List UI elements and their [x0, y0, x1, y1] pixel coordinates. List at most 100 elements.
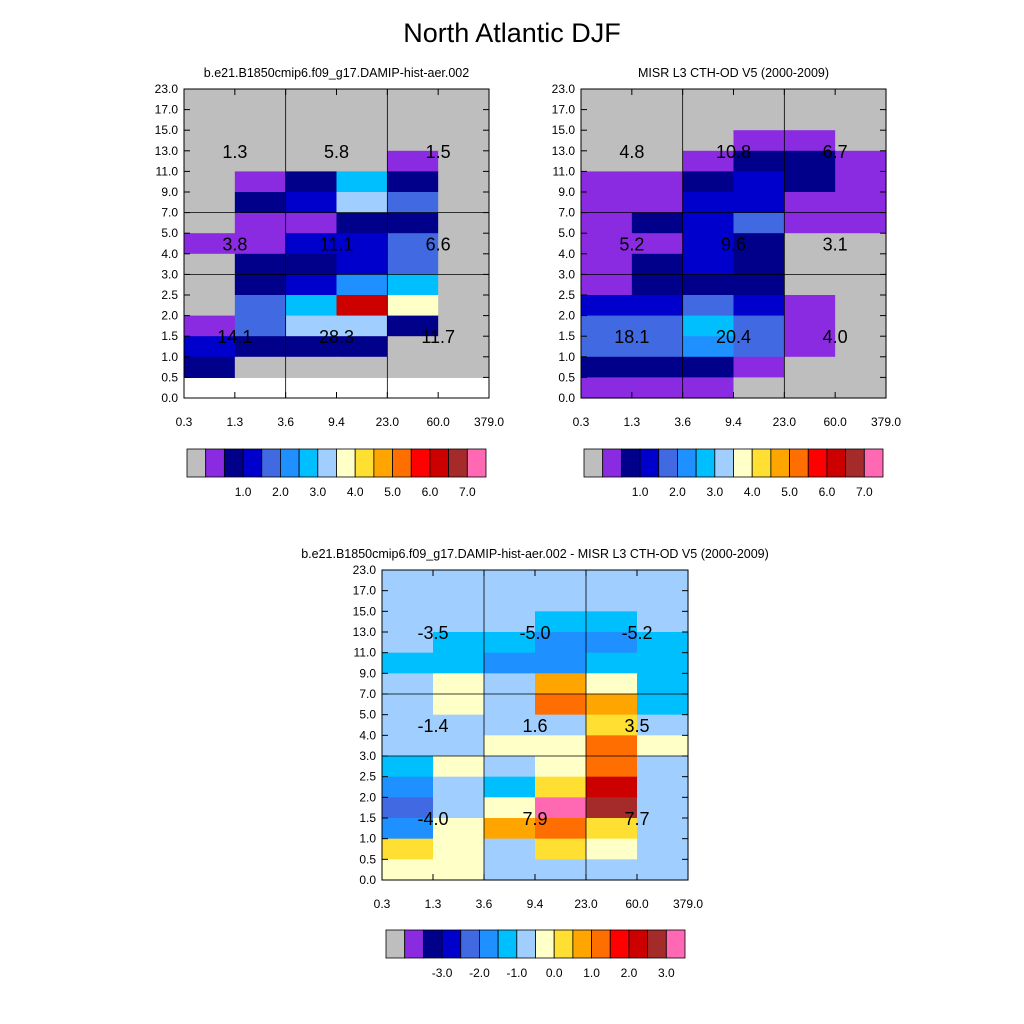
y-tick-label: 4.0 — [161, 247, 178, 261]
y-tick-label: 11.0 — [553, 164, 576, 178]
heatmap-cell — [733, 192, 785, 214]
heatmap-cell — [682, 233, 735, 255]
y-tick-label: 17.0 — [155, 103, 179, 117]
heatmap-cell — [682, 377, 735, 399]
heatmap-cell — [387, 233, 439, 255]
heatmap-cell — [733, 212, 785, 234]
heatmap-cell — [784, 356, 836, 378]
heatmap-cell — [835, 130, 887, 152]
heatmap-cell — [336, 192, 388, 214]
box-value-label: 7.7 — [624, 809, 649, 829]
colorbar-swatch — [826, 448, 847, 478]
colorbar-label: 5.0 — [781, 485, 798, 499]
heatmap-cell — [586, 673, 638, 695]
x-tick-label: 379.0 — [673, 897, 703, 911]
heatmap-cell — [581, 295, 633, 317]
heatmap-cell — [733, 336, 785, 358]
heatmap-cell — [535, 714, 587, 736]
heatmap-cell — [784, 130, 836, 152]
x-tick-label: 9.4 — [328, 415, 345, 429]
heatmap-cell — [484, 570, 536, 592]
y-tick-label: 0.0 — [359, 873, 376, 887]
heatmap-cell — [581, 212, 633, 234]
heatmap-cell — [484, 714, 536, 736]
colorbar-swatch — [404, 929, 424, 959]
heatmap-cell — [586, 590, 638, 612]
heatmap-cell — [285, 171, 338, 193]
heatmap-cell — [784, 336, 836, 358]
heatmap-cell — [336, 315, 388, 337]
colorbar-swatch — [789, 448, 809, 478]
heatmap-cell — [631, 356, 684, 378]
x-tick-label: 60.0 — [823, 415, 847, 429]
heatmap-cell — [484, 590, 536, 612]
colorbar-swatch — [535, 929, 555, 959]
heatmap-cell — [581, 336, 633, 358]
box-value-label: 18.1 — [614, 327, 649, 347]
colorbar-swatch — [647, 929, 667, 959]
heatmap-cell — [535, 590, 587, 612]
colorbar-swatch — [751, 448, 772, 478]
box-value-label: 1.3 — [222, 142, 247, 162]
heatmap-cell — [835, 295, 887, 317]
colorbar-swatch — [583, 448, 604, 478]
heatmap-cell — [438, 171, 490, 193]
heatmap-cell — [637, 632, 689, 654]
heatmap-cell — [581, 89, 633, 111]
heatmap-cell — [637, 673, 689, 695]
heatmap-cell — [184, 109, 236, 131]
colorbar-swatch — [497, 929, 518, 959]
heatmap-cell — [733, 253, 785, 275]
colorbar-swatch — [242, 448, 263, 478]
heatmap-cell — [784, 212, 836, 234]
heatmap-cell — [682, 212, 735, 234]
colorbar-label: 4.0 — [347, 485, 364, 499]
heatmap-cell — [387, 192, 439, 214]
heatmap-cell — [586, 859, 638, 881]
heatmap-cell — [581, 356, 633, 378]
heatmap-cell — [433, 776, 485, 798]
colorbar-swatch — [280, 448, 300, 478]
heatmap-cell — [184, 233, 236, 255]
colorbar-label: 6.0 — [819, 485, 836, 499]
heatmap-cell — [484, 776, 536, 798]
colorbar-swatch — [186, 448, 207, 478]
heatmap-cell — [387, 171, 439, 193]
colorbar-swatch — [336, 448, 356, 478]
y-tick-label: 11.0 — [156, 164, 179, 178]
heatmap-cell — [835, 315, 887, 337]
heatmap-cell — [234, 130, 287, 152]
heatmap-cell — [433, 632, 485, 654]
heatmap-cell — [784, 274, 836, 296]
colorbar-label: 3.0 — [706, 485, 723, 499]
heatmap-cell — [784, 109, 836, 131]
box-value-label: 14.1 — [217, 327, 252, 347]
y-tick-label: 1.5 — [161, 329, 178, 343]
heatmap-cell — [484, 632, 536, 654]
heatmap-cell — [438, 295, 490, 317]
heatmap-cell — [586, 570, 638, 592]
heatmap-cell — [682, 295, 735, 317]
colorbar-swatch — [845, 448, 865, 478]
y-tick-label: 9.0 — [359, 666, 376, 680]
heatmap-cell — [784, 377, 836, 399]
heatmap-cell — [438, 274, 490, 296]
heatmap-cell — [382, 797, 434, 819]
heatmap-cell — [631, 295, 684, 317]
y-tick-label: 11.0 — [354, 646, 377, 660]
heatmap-cell — [234, 295, 287, 317]
y-tick-label: 2.5 — [161, 288, 178, 302]
heatmap-cell — [535, 673, 587, 695]
colorbar-label: 1.0 — [583, 966, 600, 980]
colorbar-swatch — [223, 448, 244, 478]
heatmap-cell — [184, 356, 236, 378]
colorbar-swatch — [602, 448, 622, 478]
heatmap-cell — [586, 776, 638, 798]
colorbar-label: 3.0 — [658, 966, 675, 980]
heatmap-cell — [784, 192, 836, 214]
panel-3: b.e21.B1850cmip6.f09_g17.DAMIP-hist-aer.… — [301, 547, 769, 980]
colorbar-swatch — [410, 448, 431, 478]
heatmap-cell — [637, 797, 689, 819]
y-tick-label: 2.0 — [558, 309, 575, 323]
